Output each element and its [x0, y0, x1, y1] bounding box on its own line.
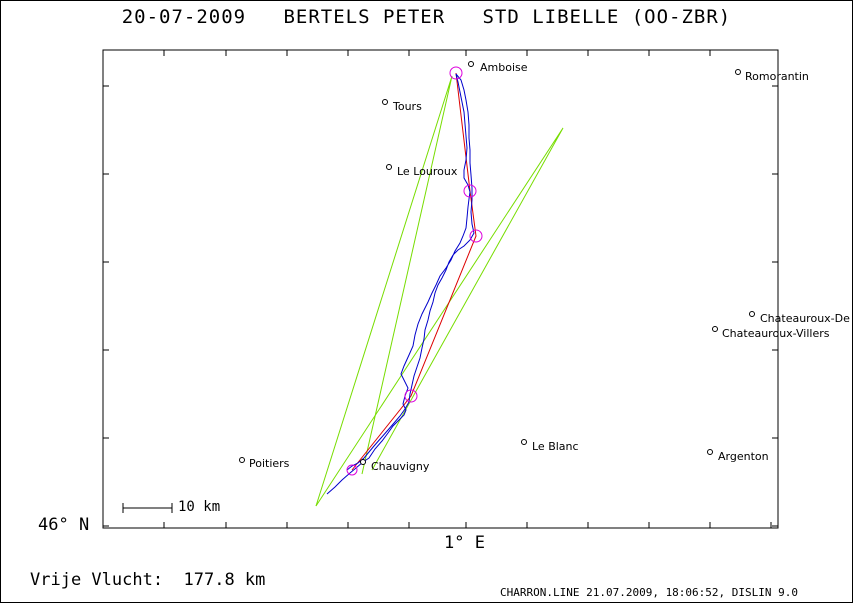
place-chauvigny: Chauvigny: [371, 460, 430, 473]
place-le-blanc: Le Blanc: [532, 440, 579, 453]
turnpoint-markers: [346, 66, 483, 476]
page-title: 20-07-2009 BERTELS PETER STD LIBELLE (OO…: [121, 6, 732, 28]
place-poitiers: Poitiers: [249, 457, 290, 470]
place-amboise: Amboise: [480, 61, 528, 74]
gps-track: [326, 73, 475, 495]
place-tours: Tours: [393, 100, 422, 113]
place-romorantin: Romorantin: [745, 70, 809, 83]
axis-ticks: [103, 50, 778, 528]
map-border: [102, 49, 779, 529]
place-le-louroux: Le Louroux: [397, 165, 458, 178]
place-chateauroux-villers: Chateauroux-Villers: [722, 327, 830, 340]
flight-distance: Vrije Vlucht: 177.8 km: [30, 570, 266, 590]
place-chateauroux-de: Chateauroux-De: [760, 312, 850, 325]
place-argenton: Argenton: [718, 450, 769, 463]
place-markers: [239, 61, 755, 465]
scale-label: 10 km: [178, 499, 221, 515]
longitude-label: 1° E: [444, 533, 485, 553]
scale-bar: [122, 503, 173, 513]
task-line: [351, 72, 477, 471]
footer-info: CHARRON.LINE 21.07.2009, 18:06:52, DISLI…: [500, 586, 799, 599]
latitude-label: 46° N: [38, 515, 90, 535]
sector-lines: [315, 75, 564, 507]
